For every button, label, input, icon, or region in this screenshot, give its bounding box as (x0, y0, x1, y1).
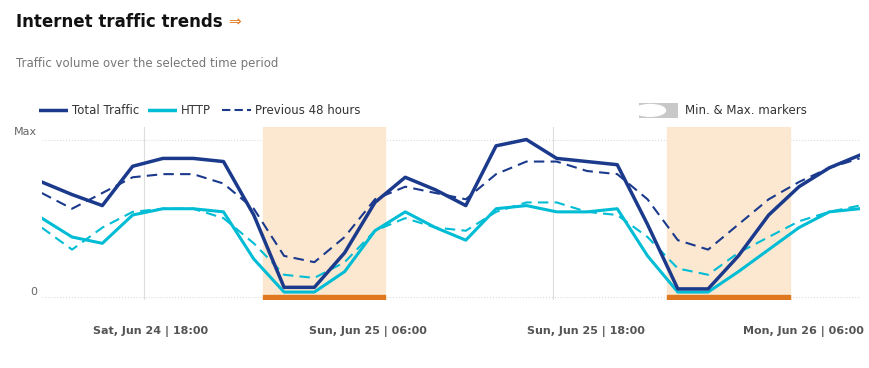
Text: Previous 48 hours: Previous 48 hours (255, 104, 360, 117)
Text: ⇒: ⇒ (228, 15, 241, 30)
Text: Sun, Jun 25 | 06:00: Sun, Jun 25 | 06:00 (308, 326, 427, 337)
Text: Internet traffic trends: Internet traffic trends (16, 13, 222, 31)
Text: Sun, Jun 25 | 18:00: Sun, Jun 25 | 18:00 (526, 326, 644, 337)
Text: Max: Max (14, 127, 36, 137)
Bar (667, 295, 789, 300)
Text: 0: 0 (30, 287, 36, 297)
Bar (667, 127, 789, 300)
Text: HTTP: HTTP (181, 104, 210, 117)
Text: Mon, Jun 26 | 06:00: Mon, Jun 26 | 06:00 (742, 326, 862, 337)
Bar (262, 295, 385, 300)
Text: Min. & Max. markers: Min. & Max. markers (684, 104, 806, 117)
Circle shape (634, 105, 665, 116)
Text: Traffic volume over the selected time period: Traffic volume over the selected time pe… (16, 57, 278, 70)
Bar (262, 127, 385, 300)
Text: Total Traffic: Total Traffic (72, 104, 139, 117)
Text: Sat, Jun 24 | 18:00: Sat, Jun 24 | 18:00 (93, 326, 208, 337)
